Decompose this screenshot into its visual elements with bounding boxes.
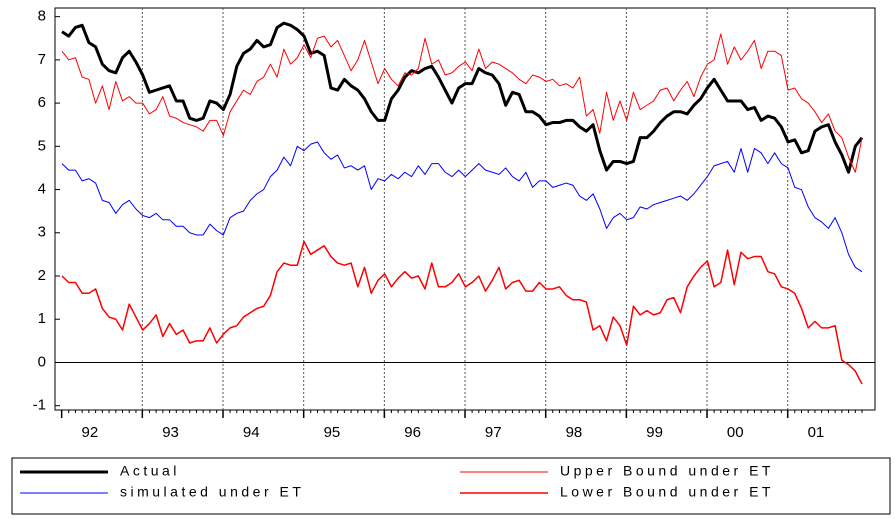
x-tick-label: 99 [646,424,663,441]
x-tick-label: 98 [566,424,583,441]
series-line [61,21,864,174]
x-tick-label: 97 [485,424,502,441]
y-tick-label: 0 [38,353,46,370]
legend-label: Upper Bound under ET [560,463,774,479]
y-tick-label: 6 [38,94,46,111]
x-tick-label: 95 [324,424,341,441]
y-tick-label: 4 [38,181,46,198]
x-tick-label: 00 [727,424,744,441]
y-tick-label: 5 [38,137,46,154]
legend-label: Actual [120,463,180,479]
legend-label: simulated under ET [120,484,304,500]
x-tick-label: 92 [82,424,99,441]
legend-label: Lower Bound under ET [560,484,774,500]
y-tick-label: 7 [38,51,46,68]
x-tick-label: 01 [808,424,825,441]
series-line [61,141,863,273]
y-tick-label: -1 [33,397,46,414]
y-tick-label: 8 [38,8,46,25]
y-tick-label: 1 [38,310,46,327]
series-line [61,240,863,385]
x-tick-label: 96 [404,424,421,441]
legend-box [11,457,891,515]
y-tick-label: 2 [38,267,46,284]
x-tick-label: 94 [243,424,260,441]
series-line [61,33,863,173]
x-tick-label: 93 [162,424,179,441]
y-tick-label: 3 [38,224,46,241]
